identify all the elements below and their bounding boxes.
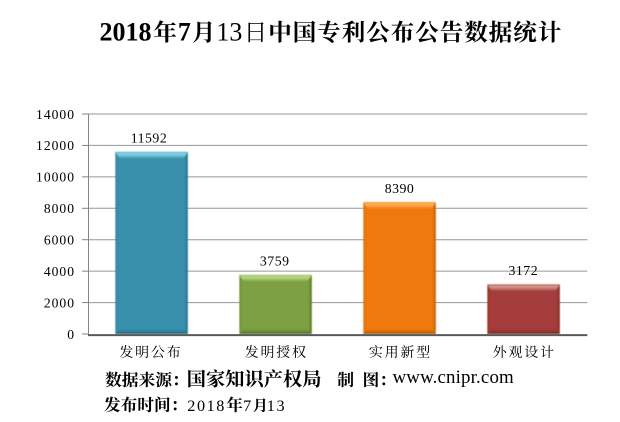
svg-text:11592: 11592 (131, 131, 167, 146)
svg-text:4000: 4000 (44, 264, 75, 279)
svg-text:www.cnipr.com: www.cnipr.com (393, 367, 515, 388)
svg-text:2018: 2018 (100, 18, 152, 47)
svg-text:8390: 8390 (385, 181, 415, 196)
svg-text:7: 7 (178, 18, 191, 47)
svg-text:14000: 14000 (36, 107, 75, 122)
svg-text:7: 7 (243, 397, 253, 415)
svg-text:0: 0 (67, 327, 75, 342)
svg-text:3759: 3759 (260, 254, 290, 269)
svg-text:6000: 6000 (44, 233, 75, 248)
svg-text:8000: 8000 (44, 201, 75, 216)
svg-text:10000: 10000 (36, 170, 75, 185)
svg-text:2018: 2018 (187, 397, 226, 415)
svg-text:13: 13 (267, 397, 286, 415)
svg-text:13: 13 (216, 18, 242, 47)
svg-text:3172: 3172 (509, 263, 539, 278)
svg-text:12000: 12000 (36, 138, 75, 153)
svg-text:2000: 2000 (44, 295, 75, 310)
